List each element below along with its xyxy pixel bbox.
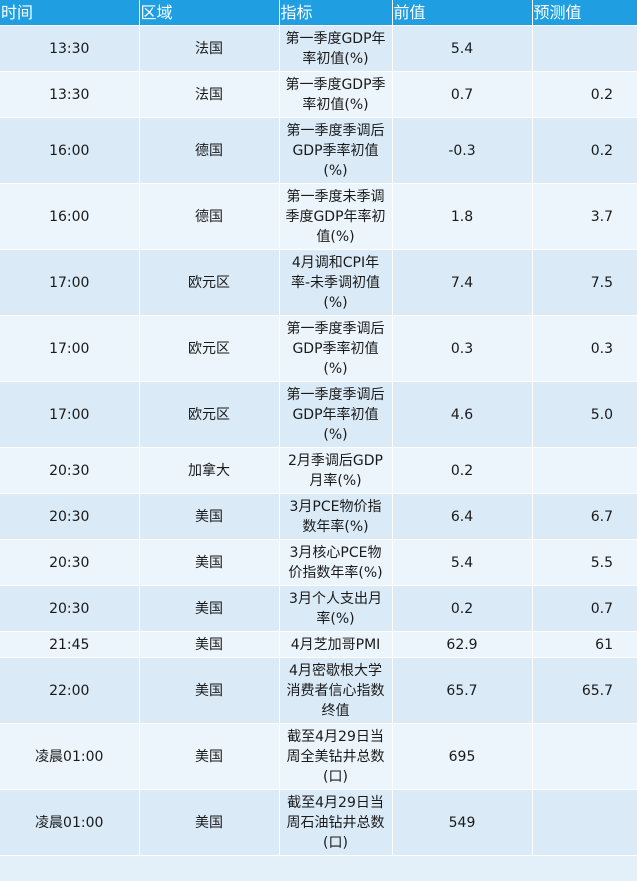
cell-forecast bbox=[532, 789, 637, 856]
cell-region: 美国 bbox=[139, 631, 280, 658]
cell-previous: 1.8 bbox=[392, 183, 533, 250]
header-time: 时间 bbox=[0, 0, 140, 26]
cell-region: 美国 bbox=[139, 723, 280, 790]
cell-indicator: 2月季调后GDP月率(%) bbox=[279, 447, 393, 494]
cell-indicator: 4月调和CPI年率-未季调初值(%) bbox=[279, 249, 393, 316]
cell-previous: -0.3 bbox=[392, 117, 533, 184]
cell-previous: 695 bbox=[392, 723, 533, 790]
cell-time: 20:30 bbox=[0, 585, 140, 632]
table-row: 20:30 美国 3月个人支出月率(%) 0.2 0.7 bbox=[0, 585, 637, 632]
cell-forecast: 7.5 bbox=[532, 249, 637, 316]
cell-forecast bbox=[532, 447, 637, 494]
table-row: 16:00 德国 第一季度未季调季度GDP年率初值(%) 1.8 3.7 bbox=[0, 183, 637, 250]
cell-indicator: 截至4月29日当周石油钻井总数(口) bbox=[279, 789, 393, 856]
cell-previous: 5.4 bbox=[392, 25, 533, 72]
cell-previous: 549 bbox=[392, 789, 533, 856]
cell-forecast: 3.7 bbox=[532, 183, 637, 250]
cell-time: 20:30 bbox=[0, 447, 140, 494]
header-region: 区域 bbox=[139, 0, 280, 26]
header-row: 时间 区域 指标 前值 预测值 bbox=[0, 0, 637, 26]
cell-forecast: 65.7 bbox=[532, 657, 637, 724]
table-row: 凌晨01:00 美国 截至4月29日当周石油钻井总数(口) 549 bbox=[0, 789, 637, 856]
economic-calendar-table: 时间 区域 指标 前值 预测值 13:30 法国 第一季度GDP年率初值(%) 5.4… bbox=[0, 0, 637, 856]
cell-previous: 0.7 bbox=[392, 71, 533, 118]
cell-forecast: 6.7 bbox=[532, 493, 637, 540]
cell-region: 德国 bbox=[139, 183, 280, 250]
cell-region: 法国 bbox=[139, 71, 280, 118]
cell-previous: 6.4 bbox=[392, 493, 533, 540]
table-row: 13:30 法国 第一季度GDP季率初值(%) 0.7 0.2 bbox=[0, 71, 637, 118]
table-body: 13:30 法国 第一季度GDP年率初值(%) 5.4 13:30 法国 第一季度GDP季率… bbox=[0, 25, 637, 856]
cell-time: 20:30 bbox=[0, 493, 140, 540]
cell-indicator: 第一季度季调后GDP季率初值(%) bbox=[279, 117, 393, 184]
cell-forecast: 0.7 bbox=[532, 585, 637, 632]
table-row: 17:00 欧元区 4月调和CPI年率-未季调初值(%) 7.4 7.5 bbox=[0, 249, 637, 316]
table-row: 17:00 欧元区 第一季度季调后GDP年率初值(%) 4.6 5.0 bbox=[0, 381, 637, 448]
cell-previous: 0.2 bbox=[392, 447, 533, 494]
table-header: 时间 区域 指标 前值 预测值 bbox=[0, 0, 637, 26]
table-row: 20:30 美国 3月核心PCE物价指数年率(%) 5.4 5.5 bbox=[0, 539, 637, 586]
cell-region: 加拿大 bbox=[139, 447, 280, 494]
cell-indicator: 3月个人支出月率(%) bbox=[279, 585, 393, 632]
header-previous: 前值 bbox=[392, 0, 533, 26]
cell-region: 美国 bbox=[139, 585, 280, 632]
cell-forecast: 0.3 bbox=[532, 315, 637, 382]
header-indicator: 指标 bbox=[279, 0, 393, 26]
cell-forecast bbox=[532, 25, 637, 72]
cell-indicator: 4月芝加哥PMI bbox=[279, 631, 393, 658]
cell-time: 17:00 bbox=[0, 315, 140, 382]
cell-region: 美国 bbox=[139, 789, 280, 856]
cell-indicator: 截至4月29日当周全美钻井总数(口) bbox=[279, 723, 393, 790]
cell-region: 德国 bbox=[139, 117, 280, 184]
cell-indicator: 3月PCE物价指数年率(%) bbox=[279, 493, 393, 540]
cell-forecast: 5.0 bbox=[532, 381, 637, 448]
cell-time: 凌晨01:00 bbox=[0, 723, 140, 790]
table-row: 13:30 法国 第一季度GDP年率初值(%) 5.4 bbox=[0, 25, 637, 72]
header-forecast: 预测值 bbox=[532, 0, 637, 26]
cell-previous: 5.4 bbox=[392, 539, 533, 586]
cell-region: 美国 bbox=[139, 539, 280, 586]
table-row: 16:00 德国 第一季度季调后GDP季率初值(%) -0.3 0.2 bbox=[0, 117, 637, 184]
cell-region: 美国 bbox=[139, 657, 280, 724]
cell-time: 13:30 bbox=[0, 71, 140, 118]
cell-time: 17:00 bbox=[0, 381, 140, 448]
cell-indicator: 第一季度GDP年率初值(%) bbox=[279, 25, 393, 72]
cell-region: 法国 bbox=[139, 25, 280, 72]
cell-region: 欧元区 bbox=[139, 315, 280, 382]
cell-indicator: 第一季度季调后GDP季率初值(%) bbox=[279, 315, 393, 382]
cell-time: 17:00 bbox=[0, 249, 140, 316]
cell-previous: 0.3 bbox=[392, 315, 533, 382]
cell-time: 20:30 bbox=[0, 539, 140, 586]
cell-forecast: 5.5 bbox=[532, 539, 637, 586]
table-row: 17:00 欧元区 第一季度季调后GDP季率初值(%) 0.3 0.3 bbox=[0, 315, 637, 382]
cell-previous: 7.4 bbox=[392, 249, 533, 316]
cell-indicator: 3月核心PCE物价指数年率(%) bbox=[279, 539, 393, 586]
cell-previous: 0.2 bbox=[392, 585, 533, 632]
table-row: 21:45 美国 4月芝加哥PMI 62.9 61 bbox=[0, 631, 637, 658]
table-row: 20:30 加拿大 2月季调后GDP月率(%) 0.2 bbox=[0, 447, 637, 494]
cell-forecast: 0.2 bbox=[532, 117, 637, 184]
cell-indicator: 第一季度GDP季率初值(%) bbox=[279, 71, 393, 118]
cell-region: 欧元区 bbox=[139, 249, 280, 316]
cell-previous: 62.9 bbox=[392, 631, 533, 658]
cell-forecast: 61 bbox=[532, 631, 637, 658]
table-row: 20:30 美国 3月PCE物价指数年率(%) 6.4 6.7 bbox=[0, 493, 637, 540]
cell-indicator: 第一季度季调后GDP年率初值(%) bbox=[279, 381, 393, 448]
cell-time: 凌晨01:00 bbox=[0, 789, 140, 856]
cell-forecast bbox=[532, 723, 637, 790]
cell-indicator: 4月密歇根大学消费者信心指数终值 bbox=[279, 657, 393, 724]
cell-region: 美国 bbox=[139, 493, 280, 540]
table-row: 22:00 美国 4月密歇根大学消费者信心指数终值 65.7 65.7 bbox=[0, 657, 637, 724]
cell-indicator: 第一季度未季调季度GDP年率初值(%) bbox=[279, 183, 393, 250]
cell-forecast: 0.2 bbox=[532, 71, 637, 118]
cell-previous: 4.6 bbox=[392, 381, 533, 448]
cell-previous: 65.7 bbox=[392, 657, 533, 724]
cell-time: 16:00 bbox=[0, 183, 140, 250]
cell-time: 22:00 bbox=[0, 657, 140, 724]
table-row: 凌晨01:00 美国 截至4月29日当周全美钻井总数(口) 695 bbox=[0, 723, 637, 790]
cell-time: 21:45 bbox=[0, 631, 140, 658]
cell-time: 13:30 bbox=[0, 25, 140, 72]
cell-region: 欧元区 bbox=[139, 381, 280, 448]
cell-time: 16:00 bbox=[0, 117, 140, 184]
